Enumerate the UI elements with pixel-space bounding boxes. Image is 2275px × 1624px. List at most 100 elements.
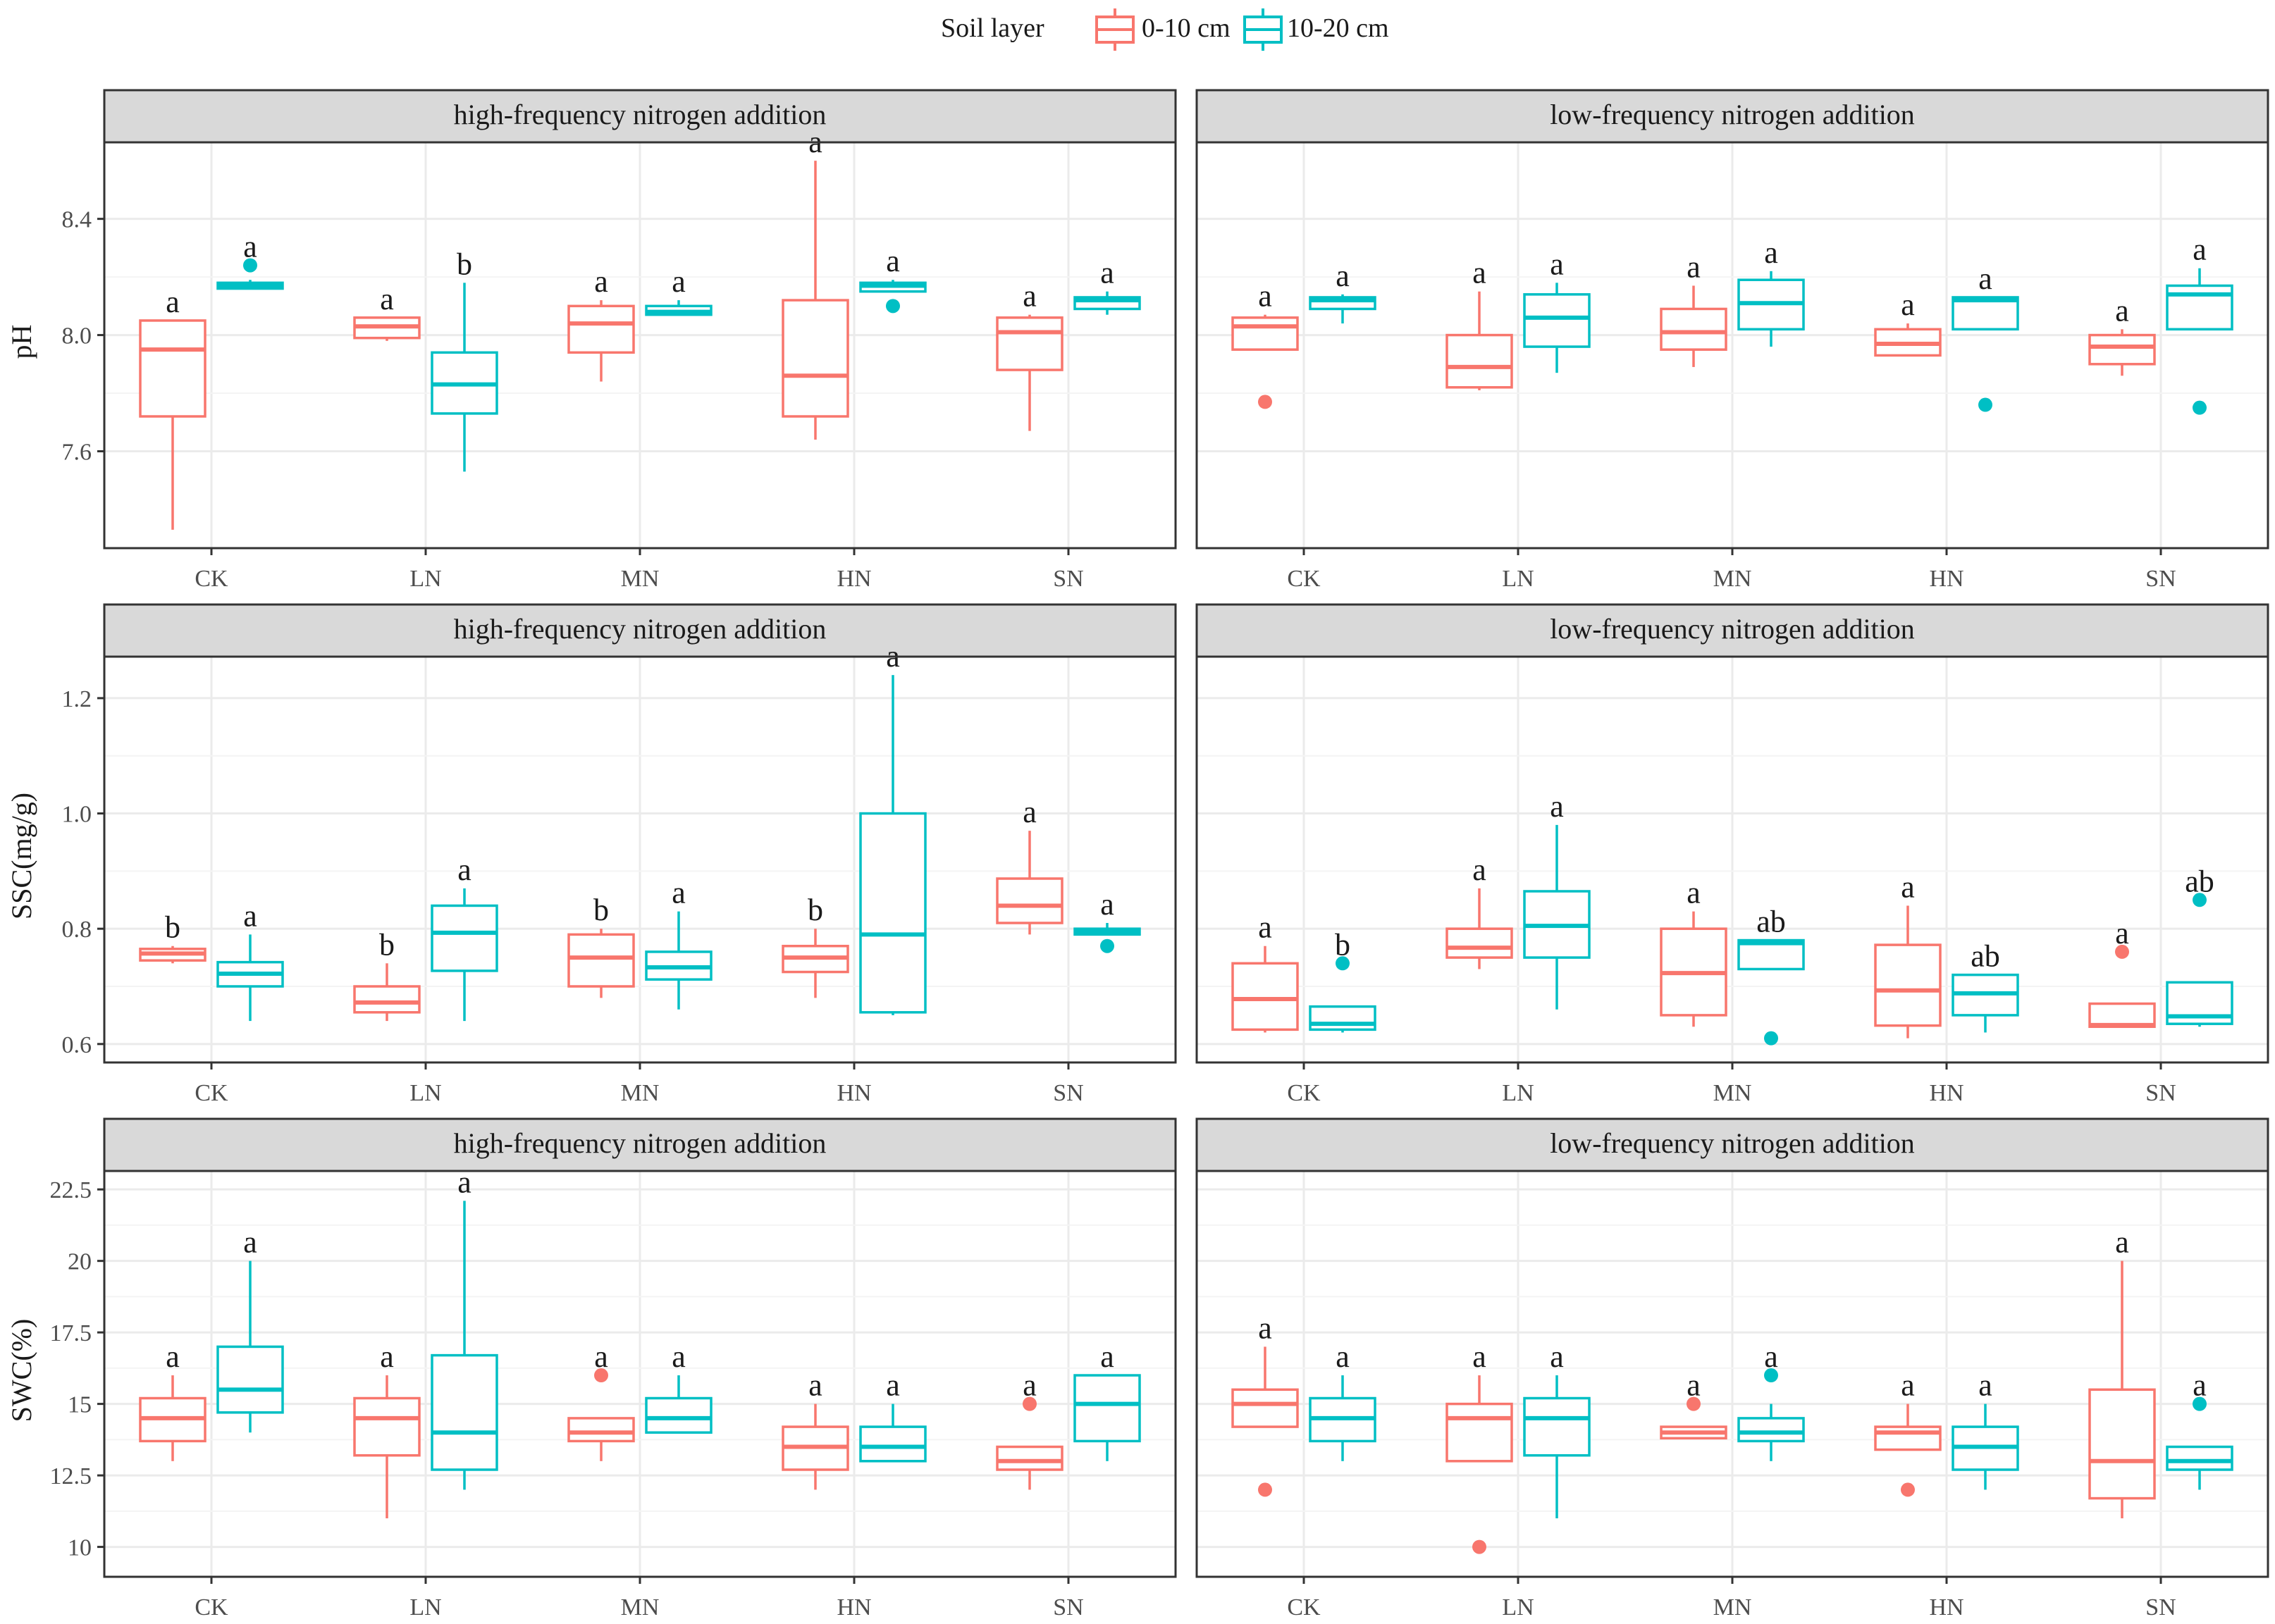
outlier-point bbox=[1978, 397, 1992, 412]
significance-letter: a bbox=[1472, 853, 1486, 887]
y-tick-label: 1.2 bbox=[62, 686, 92, 712]
y-tick-label: 17.5 bbox=[50, 1320, 92, 1346]
box-hn-10-20cm bbox=[859, 812, 927, 1014]
box-mn-10-20cm bbox=[1737, 278, 1805, 331]
x-tick-label: LN bbox=[1502, 1080, 1534, 1106]
significance-letter: a bbox=[1023, 1368, 1037, 1403]
significance-letter: a bbox=[1901, 1368, 1915, 1403]
x-tick-label: LN bbox=[1502, 1594, 1534, 1620]
significance-letter: a bbox=[1550, 1339, 1564, 1374]
significance-letter: a bbox=[1258, 1310, 1272, 1345]
box-sn-0-10cm bbox=[996, 877, 1063, 924]
significance-letter: a bbox=[594, 264, 608, 299]
significance-letter: a bbox=[1687, 249, 1701, 284]
box-hn-0-10cm bbox=[1874, 328, 1942, 357]
outlier-point bbox=[1336, 956, 1350, 971]
box-mn-0-10cm bbox=[1660, 307, 1727, 351]
facet-title: low-frequency nitrogen addition bbox=[1550, 613, 1915, 645]
x-tick-label: MN bbox=[621, 1594, 660, 1620]
significance-letter: a bbox=[1550, 247, 1564, 281]
x-tick-label: HN bbox=[837, 1594, 871, 1620]
significance-letter: a bbox=[380, 282, 394, 316]
panel-border bbox=[1195, 655, 2269, 1064]
box-ck-0-10cm bbox=[139, 1396, 206, 1443]
outlier-point bbox=[243, 258, 257, 273]
box-mn-0-10cm bbox=[567, 933, 635, 988]
x-tick-label: CK bbox=[1287, 1080, 1321, 1106]
panel-border bbox=[103, 1170, 1177, 1578]
significance-letter: a bbox=[1472, 1339, 1486, 1374]
y-tick-label: 20 bbox=[68, 1249, 92, 1275]
y-tick-label: 15 bbox=[68, 1392, 92, 1418]
significance-letter: a bbox=[1901, 869, 1915, 904]
y-tick-label: 0.6 bbox=[62, 1032, 92, 1058]
significance-letter: a bbox=[886, 1368, 900, 1403]
significance-letter: a bbox=[1764, 235, 1778, 270]
box-mn-10-20cm bbox=[645, 1396, 713, 1434]
box-ck-10-20cm bbox=[1309, 296, 1376, 311]
facet-strip bbox=[1195, 1117, 2269, 1172]
box-mn-10-20cm bbox=[645, 950, 713, 981]
box-ck-10-20cm bbox=[216, 281, 284, 290]
x-tick-label: CK bbox=[195, 566, 228, 592]
box-sn-10-20cm bbox=[2166, 981, 2233, 1025]
significance-letter: a bbox=[457, 853, 471, 887]
plot-panel bbox=[104, 1171, 1176, 1577]
x-tick-label: LN bbox=[1502, 566, 1534, 592]
significance-letter: a bbox=[1978, 1368, 1992, 1403]
significance-letter: a bbox=[808, 1368, 822, 1403]
box-hn-10-20cm bbox=[859, 281, 927, 293]
significance-letter: a bbox=[672, 876, 686, 910]
box-hn-0-10cm bbox=[1874, 1425, 1942, 1451]
facet-strip bbox=[1195, 89, 2269, 144]
significance-letter: a bbox=[243, 1225, 257, 1260]
significance-letter: a bbox=[1258, 279, 1272, 314]
outlier-point bbox=[2193, 400, 2207, 415]
panel-border bbox=[103, 655, 1177, 1064]
significance-letter: a bbox=[1764, 1339, 1778, 1374]
y-tick-label: 10 bbox=[68, 1535, 92, 1561]
box-mn-0-10cm bbox=[1660, 1425, 1727, 1440]
box-ln-10-20cm bbox=[1523, 890, 1591, 959]
box-hn-0-10cm bbox=[782, 1425, 849, 1471]
x-tick-label: SN bbox=[1053, 1594, 1083, 1620]
y-tick-label: 0.8 bbox=[62, 917, 92, 943]
significance-letter: ab bbox=[1756, 905, 1786, 939]
significance-letter: a bbox=[1023, 795, 1037, 829]
box-mn-0-10cm bbox=[567, 1417, 635, 1443]
significance-letter: a bbox=[808, 125, 822, 159]
significance-letter: a bbox=[2115, 293, 2129, 328]
significance-letter: a bbox=[243, 898, 257, 933]
box-ln-10-20cm bbox=[431, 351, 498, 415]
x-tick-label: CK bbox=[195, 1594, 228, 1620]
significance-letter: a bbox=[1100, 1339, 1114, 1374]
significance-letter: b bbox=[165, 910, 180, 945]
significance-letter: a bbox=[672, 264, 686, 299]
panel-border bbox=[1195, 1170, 2269, 1578]
significance-letter: a bbox=[166, 285, 180, 319]
significance-letter: a bbox=[457, 1165, 471, 1199]
legend-key-0-10cm bbox=[1095, 8, 1135, 51]
panel-border bbox=[103, 141, 1177, 550]
x-tick-label: LN bbox=[409, 1594, 441, 1620]
significance-letter: b bbox=[808, 893, 823, 927]
outlier-point bbox=[1258, 1482, 1272, 1497]
outlier-point bbox=[1023, 1396, 1037, 1411]
box-ln-0-10cm bbox=[353, 1396, 421, 1457]
box-mn-10-20cm bbox=[1737, 1417, 1805, 1443]
box-mn-10-20cm bbox=[645, 304, 713, 316]
box-ck-10-20cm bbox=[1309, 1396, 1376, 1443]
plot-panel bbox=[104, 142, 1176, 548]
facet-title: high-frequency nitrogen addition bbox=[454, 613, 827, 645]
x-tick-label: HN bbox=[1929, 566, 1963, 592]
x-tick-label: MN bbox=[621, 566, 660, 592]
box-ln-0-10cm bbox=[1445, 1402, 1513, 1463]
significance-letter: a bbox=[886, 639, 900, 674]
box-hn-10-20cm bbox=[1952, 1425, 2019, 1471]
box-ck-10-20cm bbox=[216, 960, 284, 988]
box-sn-0-10cm bbox=[2088, 1002, 2156, 1029]
significance-letter: b bbox=[1335, 927, 1350, 962]
box-ck-0-10cm bbox=[1231, 962, 1299, 1031]
x-tick-label: SN bbox=[2145, 566, 2176, 592]
box-ck-0-10cm bbox=[139, 948, 206, 962]
